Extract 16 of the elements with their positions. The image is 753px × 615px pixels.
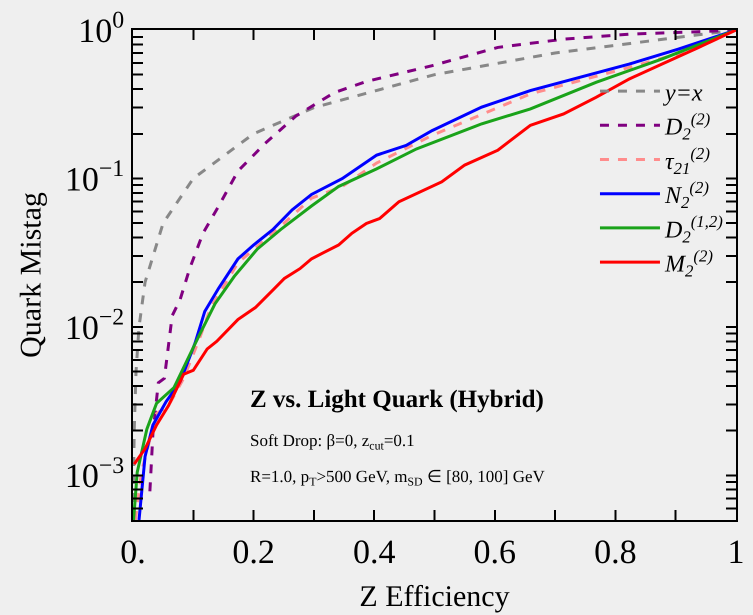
x-axis-title: Z Efficiency [359, 580, 510, 613]
x-tick-label: 0.8 [594, 534, 637, 571]
x-tick-label: 0.4 [352, 534, 396, 571]
annotation: R=1.0, p$_{T}$>500 GeV, m$_{SD}$ ∈ [80, 100] GeV [250, 467, 546, 489]
y-axis-title: Quark Mistag [14, 192, 48, 358]
y-tick-label: 10$^{−1}$ [64, 156, 124, 198]
y-tick-label: 10$^{0}$ [78, 8, 124, 50]
annotation: Soft Drop: β=0, z$_{cut}$=0.1 [250, 431, 415, 453]
x-tick-label: 0.6 [474, 534, 516, 571]
legend-label: y=x [662, 80, 703, 106]
y-tick-label: 10$^{−2}$ [64, 304, 124, 347]
y-tick-label: 10$^{−3}$ [64, 452, 124, 496]
annotation: Z vs. Light Quark (Hybrid) [250, 386, 544, 413]
x-tick-label: 1 [728, 534, 744, 571]
x-tick-label: 0.2 [232, 534, 275, 571]
x-tick-label: 0. [120, 534, 146, 571]
